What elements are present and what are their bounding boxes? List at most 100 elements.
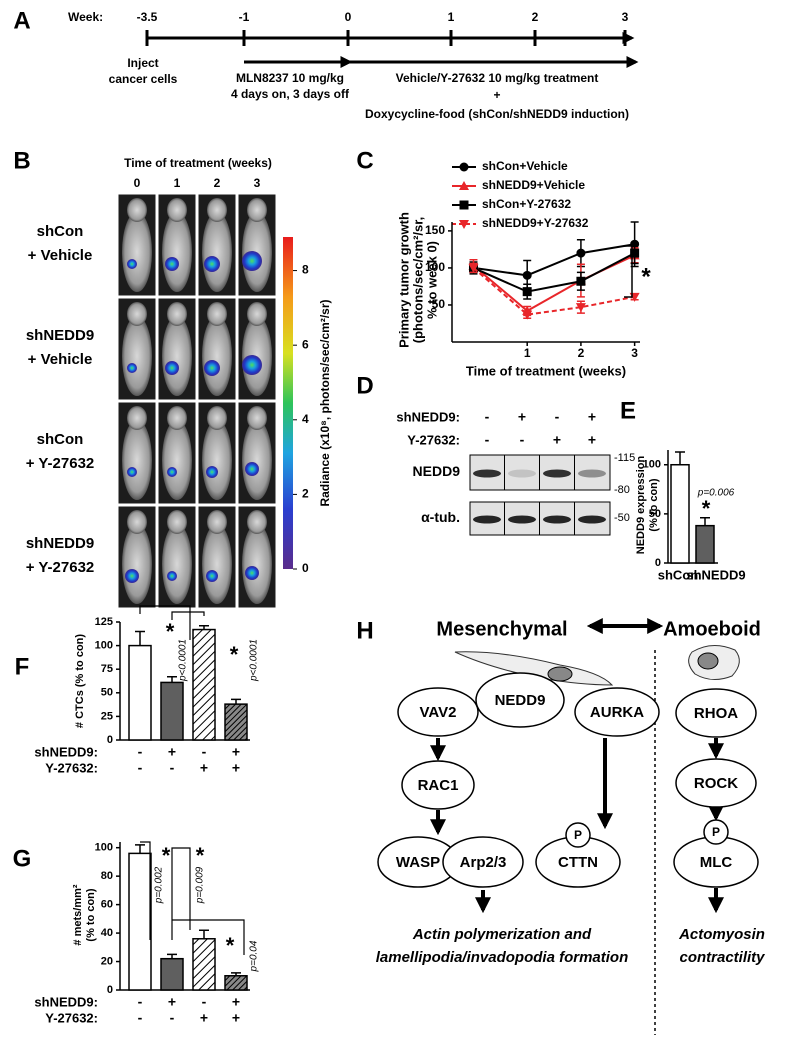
y-axis-label: # CTCs (% to con) [74, 634, 86, 728]
mouse-body [202, 316, 232, 396]
band-label: NEDD9 [413, 463, 461, 479]
significance-star: * [226, 933, 235, 958]
significance-bracket [624, 245, 633, 298]
week-tick-label: 2 [532, 10, 539, 24]
mouse-head [247, 510, 267, 534]
x-axis-label: Time of treatment (weeks) [466, 363, 626, 378]
y-tick-label: 0 [107, 984, 113, 996]
bar [224, 703, 248, 741]
condition-sign: + [200, 1010, 208, 1026]
pathway-node [703, 819, 729, 845]
node-label: ROCK [694, 775, 738, 792]
marker [575, 303, 586, 313]
mouse-body [242, 316, 272, 396]
y-tick-label: 150 [425, 223, 445, 237]
error-bar [135, 844, 145, 854]
significance-star: * [702, 496, 711, 521]
legend-label: shCon+Y-27632 [482, 197, 571, 211]
panel-label: A [13, 7, 30, 34]
error-bar [231, 698, 241, 705]
bar [224, 975, 248, 991]
node-label: NEDD9 [495, 692, 546, 709]
row-label: + Y-27632 [26, 559, 95, 576]
p-value: p=0.002 [154, 866, 165, 904]
tumor-signal [127, 467, 137, 477]
imaging-title: Time of treatment (weeks) [124, 156, 272, 170]
tumor-signal [204, 360, 220, 376]
mouse-body [202, 212, 232, 292]
panel-label: E [620, 397, 636, 424]
blot-band [543, 515, 571, 524]
tumor-signal [245, 462, 259, 476]
pathway-node [675, 688, 757, 738]
legend-marker [459, 181, 469, 190]
series-line [472, 267, 635, 316]
row-label: shCon [37, 223, 84, 240]
mouse-head [207, 406, 227, 430]
y-tick-label: 100 [425, 260, 445, 274]
bar [192, 938, 216, 991]
marker [576, 248, 586, 258]
outcome-label: contractility [679, 949, 765, 966]
p-value: p<0.0001 [178, 639, 189, 682]
y-axis-label: Primary tumor growth [396, 212, 411, 348]
row-label: shNEDD9 [26, 327, 94, 344]
tumor-signal [204, 256, 220, 272]
mouse-head [167, 510, 187, 534]
tumor-signal [165, 257, 179, 271]
y-tick-label: 125 [95, 616, 113, 628]
tumor-signal [206, 570, 218, 582]
blot-band [578, 515, 606, 524]
mouse-body [162, 524, 192, 604]
mouse-head [207, 302, 227, 326]
condition-label: Y-27632: [45, 760, 98, 775]
mouse-body [202, 524, 232, 604]
y-tick-label: 100 [95, 842, 113, 854]
timeline-note: Inject [127, 56, 158, 70]
tumor-signal [127, 259, 137, 269]
bar [670, 463, 690, 564]
panel-label: C [356, 147, 373, 174]
week-tick-label: 3 [622, 10, 629, 24]
condition-sign: + [518, 409, 526, 425]
mouse-head [167, 302, 187, 326]
p-value: p=0.04 [249, 940, 260, 972]
mouse-head [127, 510, 147, 534]
mouse-head [127, 302, 147, 326]
error-bar [675, 451, 685, 465]
colorbar-tick-label: 6 [302, 337, 309, 351]
colorbar-tick-label: 8 [302, 263, 309, 277]
condition-sign: + [168, 744, 176, 760]
pathway-title: Mesenchymal [436, 618, 567, 640]
marker [522, 310, 533, 320]
mouse-body [242, 212, 272, 292]
y-tick-label: 0 [655, 557, 661, 569]
condition-sign: - [138, 1010, 143, 1026]
y-tick-label: 50 [649, 508, 661, 520]
bar [128, 852, 152, 991]
y-tick-label: 20 [101, 955, 113, 967]
colorbar-tick-label: 0 [302, 561, 309, 575]
node-label: AURKA [590, 704, 644, 721]
tumor-signal [242, 251, 262, 271]
y-axis-label: (% to con) [85, 888, 97, 941]
week-tick-label: -3.5 [137, 10, 158, 24]
error-bar [700, 517, 710, 526]
mouse-body [162, 316, 192, 396]
tumor-signal [242, 355, 262, 375]
node-label: Arp2/3 [460, 854, 507, 871]
legend-marker [459, 220, 469, 229]
week-tick-label: 1 [448, 10, 455, 24]
panel-label: F [15, 653, 30, 680]
row-label: + Vehicle [28, 247, 93, 264]
node-label: P [712, 825, 720, 839]
marker [468, 263, 479, 273]
mouse-body [122, 524, 152, 604]
blot-band [543, 469, 571, 478]
y-tick-label: 100 [95, 640, 113, 652]
timeline-note: Doxycycline-food (shCon/shNEDD9 inductio… [365, 107, 629, 121]
mouse-head [167, 198, 187, 222]
condition-sign: - [520, 432, 525, 448]
pathway-node [675, 758, 757, 808]
